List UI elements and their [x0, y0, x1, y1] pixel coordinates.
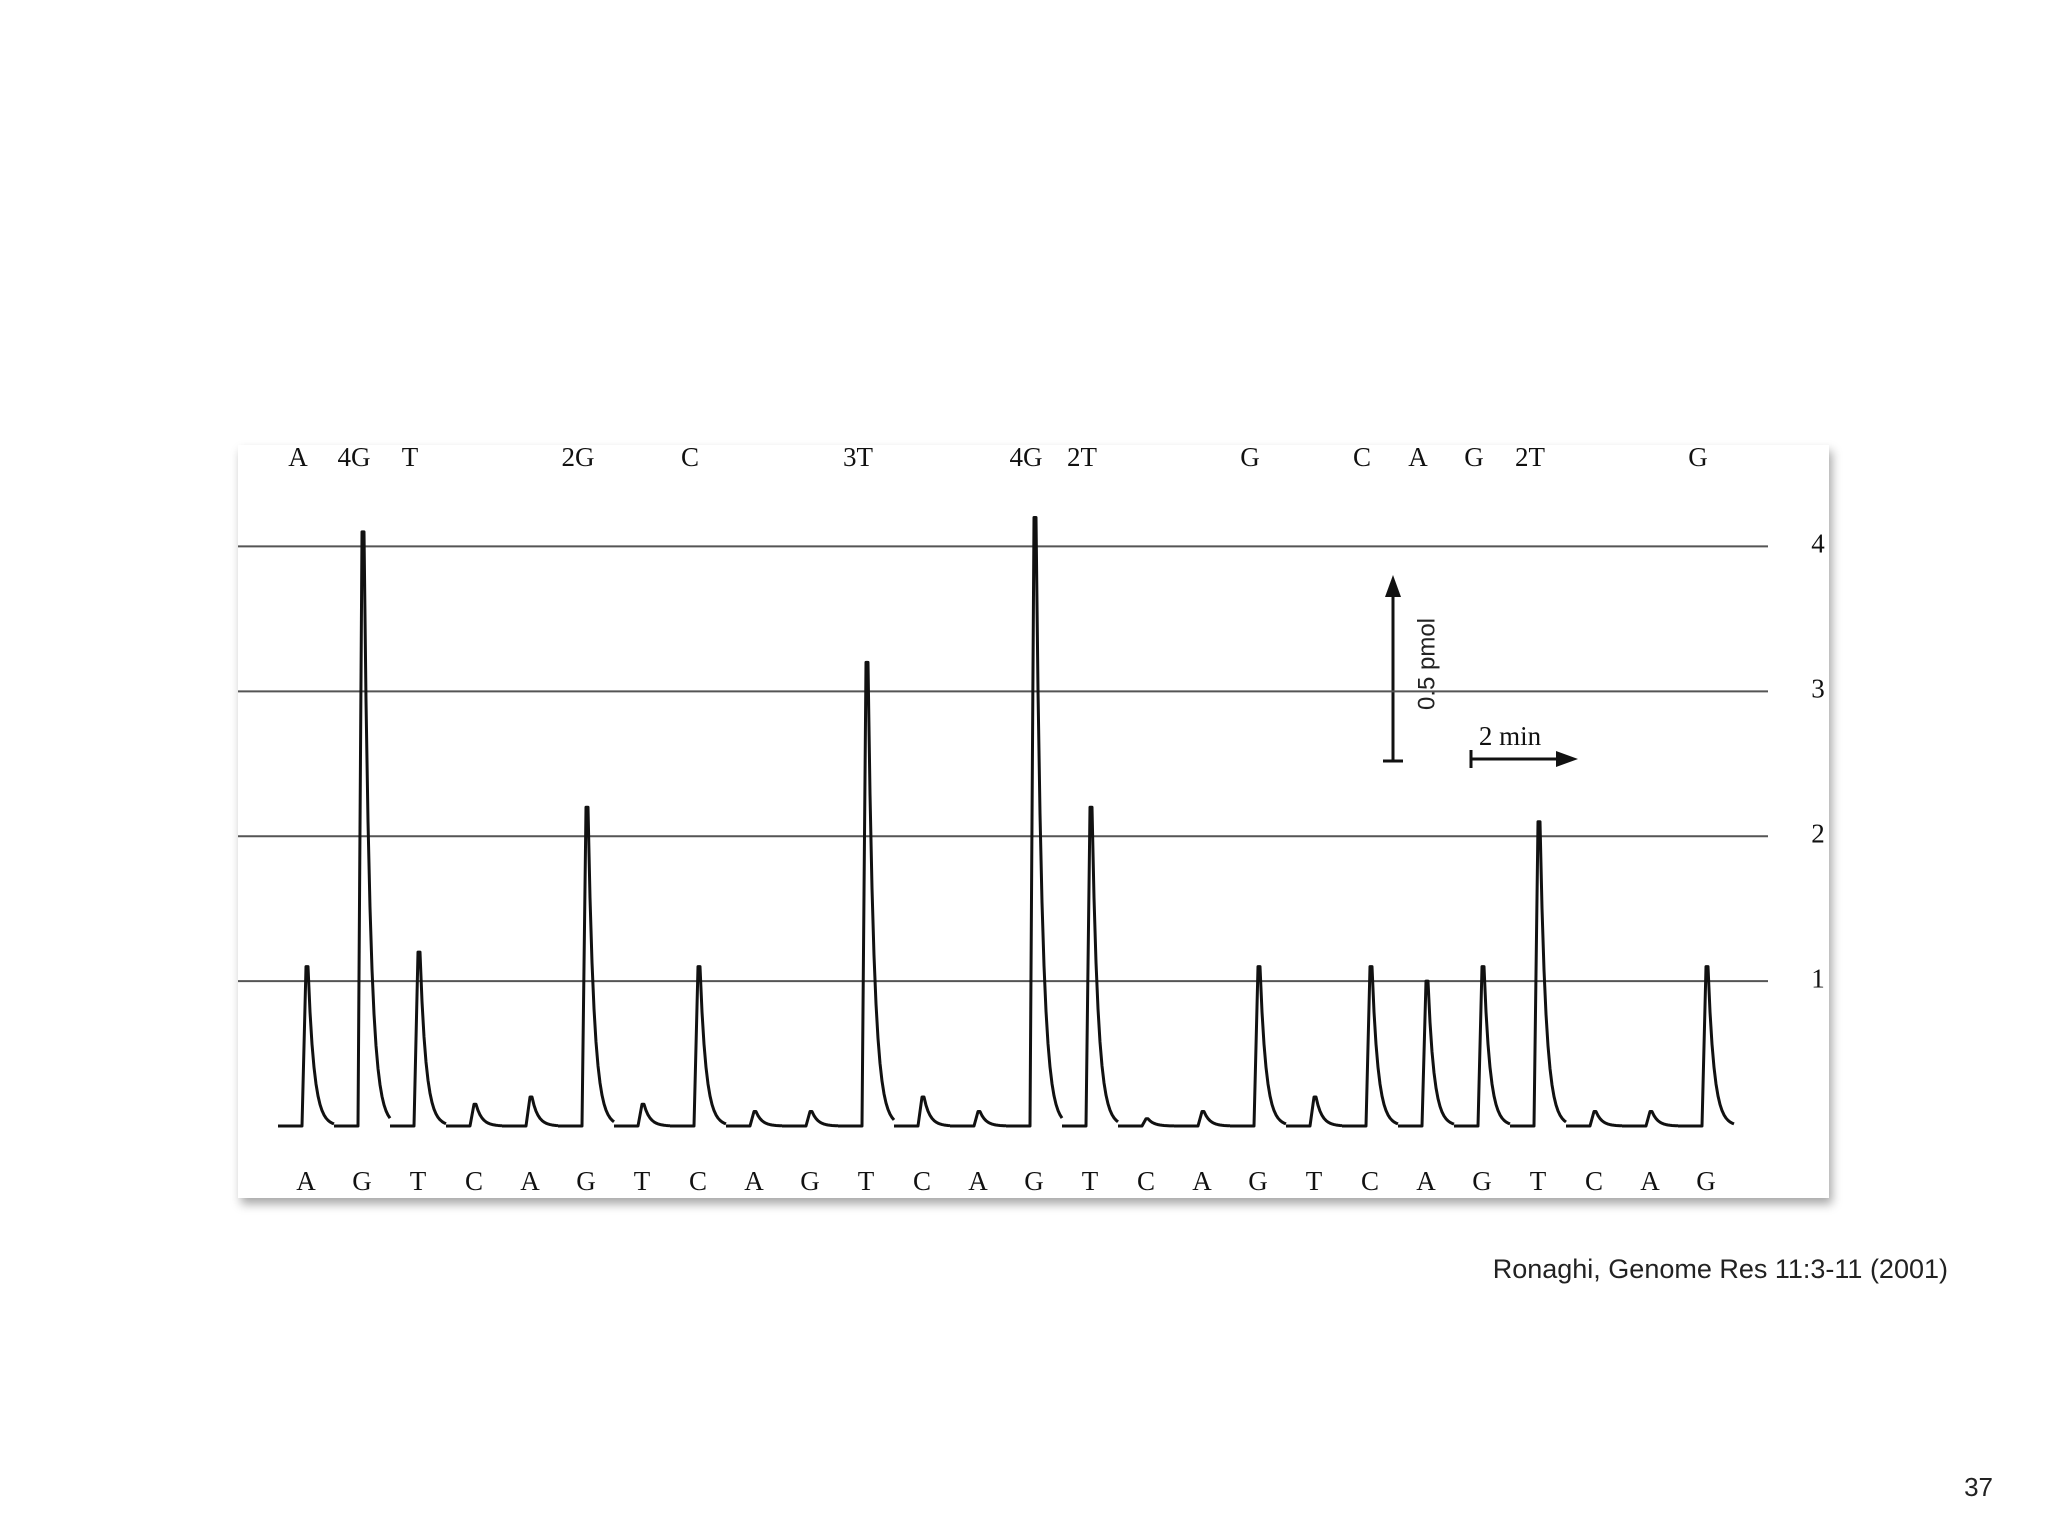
peak: [1286, 1095, 1343, 1128]
peak: [446, 1102, 503, 1128]
peak-label: 2T: [1067, 442, 1098, 472]
x-tick-label: C: [913, 1166, 931, 1196]
y-tick-label: 2: [1811, 818, 1825, 848]
slide-number: 37: [1964, 1472, 1993, 1502]
peak-label: C: [1353, 442, 1371, 472]
peak: [1342, 965, 1399, 1128]
x-tick-label: T: [858, 1166, 875, 1196]
peak-label: G: [1688, 442, 1708, 472]
arrowhead: [1556, 751, 1578, 767]
x-tick-label: T: [1306, 1166, 1323, 1196]
x-tick-label: A: [296, 1166, 316, 1196]
peak: [1398, 979, 1455, 1128]
peak: [614, 1102, 671, 1128]
peak: [1454, 965, 1511, 1128]
x-tick-label: T: [1082, 1166, 1099, 1196]
citation: Ronaghi, Genome Res 11:3-11 (2001): [1493, 1254, 1948, 1284]
peak: [1006, 515, 1064, 1128]
peak-label: 2G: [562, 442, 595, 472]
peak: [1678, 965, 1735, 1128]
x-tick-label: A: [744, 1166, 764, 1196]
x-tick-label: A: [1416, 1166, 1436, 1196]
x-tick-label: C: [465, 1166, 483, 1196]
y-tick-label: 3: [1811, 674, 1825, 704]
peak-label: 3T: [843, 442, 874, 472]
peak: [950, 1110, 1007, 1128]
peak: [1510, 820, 1567, 1128]
peak-label: G: [1240, 442, 1260, 472]
x-tick-label: G: [576, 1166, 596, 1196]
peak: [726, 1110, 783, 1128]
y-tick-label: 4: [1811, 529, 1825, 559]
peak-label: 2T: [1515, 442, 1546, 472]
x-tick-label: C: [1361, 1166, 1379, 1196]
peak: [1230, 965, 1287, 1128]
peak: [1566, 1110, 1623, 1128]
x-tick-label: C: [689, 1166, 707, 1196]
x-tick-label: T: [410, 1166, 427, 1196]
scale-bars: [1383, 575, 1578, 768]
peak: [278, 965, 335, 1128]
scale-x-label: 2 min: [1479, 721, 1542, 751]
x-tick-label: G: [1248, 1166, 1268, 1196]
x-tick-label: G: [1024, 1166, 1044, 1196]
peak-label: 4G: [338, 442, 371, 472]
x-tick-label: C: [1585, 1166, 1603, 1196]
peak: [1174, 1110, 1231, 1128]
peak-label: G: [1464, 442, 1484, 472]
x-tick-label: A: [520, 1166, 540, 1196]
peak: [390, 950, 447, 1128]
x-tick-label: A: [968, 1166, 988, 1196]
peak-label: T: [402, 442, 419, 472]
scale-y-label: 0.5 pmol: [1413, 618, 1440, 710]
x-tick-label: A: [1192, 1166, 1212, 1196]
peak: [782, 1110, 839, 1128]
x-tick-label: T: [1530, 1166, 1547, 1196]
peak: [502, 1095, 559, 1128]
x-tick-label: T: [634, 1166, 651, 1196]
peak-label: A: [1408, 442, 1428, 472]
peak: [1118, 1117, 1175, 1128]
peak-label: A: [288, 442, 308, 472]
peak: [334, 530, 392, 1128]
x-tick-label: G: [1472, 1166, 1492, 1196]
peak: [558, 805, 615, 1128]
x-tick-label: G: [352, 1166, 372, 1196]
x-tick-label: G: [1696, 1166, 1716, 1196]
y-tick-label: 1: [1811, 963, 1825, 993]
peak-label: 4G: [1010, 442, 1043, 472]
peak: [838, 660, 896, 1128]
peak: [1622, 1110, 1679, 1128]
peak-label: C: [681, 442, 699, 472]
peak: [894, 1095, 951, 1128]
x-tick-label: G: [800, 1166, 820, 1196]
peak: [670, 965, 727, 1128]
peak: [1062, 805, 1119, 1128]
arrowhead: [1385, 575, 1401, 597]
x-tick-label: A: [1640, 1166, 1660, 1196]
x-tick-label: C: [1137, 1166, 1155, 1196]
